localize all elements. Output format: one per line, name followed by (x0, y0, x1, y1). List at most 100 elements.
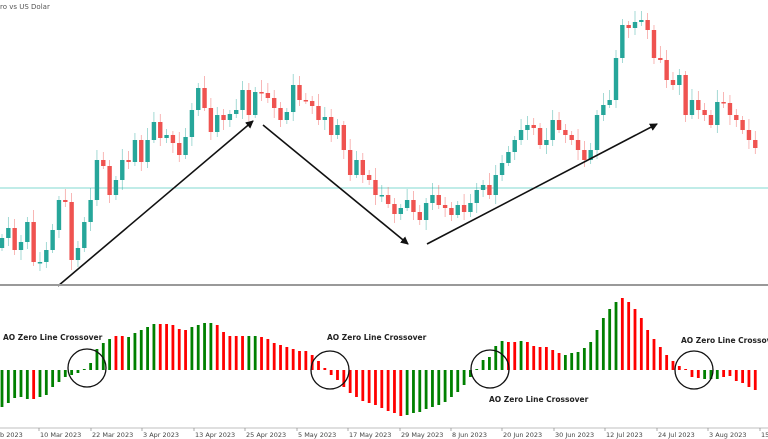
ao-bar (456, 370, 460, 392)
candle (442, 197, 448, 217)
ao-bar (361, 370, 365, 401)
candle (335, 119, 340, 139)
trend-arrows (57, 120, 658, 287)
candle (158, 114, 163, 146)
ao-bar (488, 357, 491, 370)
candle (632, 11, 638, 35)
ao-bar (317, 361, 320, 370)
ao-bar (70, 370, 74, 375)
annotation-label: AO Zero Line Crossover (327, 333, 427, 342)
candle (183, 128, 188, 159)
ao-bar (544, 347, 548, 370)
x-tick-label: 24 Jul 2023 (658, 431, 695, 439)
x-tick-label: 17 May 2023 (349, 431, 391, 439)
ao-bar (146, 327, 149, 370)
ao-bar (196, 325, 200, 370)
candle (670, 72, 676, 90)
candle (677, 69, 682, 95)
crossover-circle (310, 350, 350, 390)
ao-bar (386, 370, 390, 411)
ao-bar (304, 351, 308, 370)
candle (715, 90, 720, 133)
ao-bar (734, 370, 738, 381)
ao-bar (184, 330, 187, 370)
candle (753, 131, 758, 154)
candle (569, 131, 574, 145)
candle (512, 136, 517, 160)
crossover-circle (67, 348, 107, 388)
ao-bar (418, 370, 422, 412)
candle (132, 133, 138, 166)
ao-bar (608, 309, 612, 370)
candle (101, 152, 106, 169)
chart-title: ro vs US Dolar (0, 3, 50, 11)
candle (25, 217, 30, 249)
ao-bar (677, 366, 681, 370)
candle (145, 128, 150, 168)
pane-separator[interactable] (0, 284, 768, 286)
candle (537, 123, 543, 149)
ao-bar (431, 370, 434, 407)
candle (544, 128, 549, 154)
candle (94, 150, 100, 206)
ao-bar (158, 324, 162, 370)
ao-bar (696, 370, 700, 378)
ao-bar (633, 309, 637, 370)
candle (164, 129, 169, 143)
candle (360, 153, 366, 183)
ao-bar (298, 351, 301, 370)
candle (506, 146, 511, 166)
ao-bar (507, 342, 510, 370)
candle (278, 102, 283, 127)
candle (734, 109, 739, 127)
candle (430, 183, 435, 210)
candle (366, 170, 372, 185)
candle (727, 95, 733, 125)
ao-bar (437, 370, 441, 405)
trend-arrow (426, 123, 658, 245)
candle (69, 193, 74, 270)
candle (531, 118, 536, 135)
ao-bar (234, 336, 238, 370)
ao-bar (538, 347, 542, 370)
candle (480, 180, 486, 197)
ao-bar (513, 342, 517, 370)
ao-bar (177, 329, 181, 370)
ao-bar (424, 370, 428, 409)
candle (309, 96, 315, 114)
ao-bar (76, 370, 80, 373)
candle (373, 168, 378, 205)
candle (601, 93, 606, 121)
x-axis: b 2023 10 Mar 2023 22 Mar 2023 3 Apr 2023 13… (0, 428, 768, 439)
candle (227, 110, 233, 127)
candle (290, 74, 296, 121)
candle (702, 103, 707, 121)
candle (341, 121, 347, 159)
ao-bar (89, 363, 93, 370)
candle (620, 19, 625, 63)
candle (328, 109, 334, 142)
ao-bar (25, 370, 29, 399)
x-tick-label: 3 Apr 2023 (143, 431, 179, 439)
crossover-circle (470, 349, 510, 389)
ao-bar (589, 342, 593, 370)
ao-bar (82, 369, 86, 370)
candle (316, 94, 321, 125)
x-tick-label: 25 Apr 2023 (246, 431, 286, 439)
x-tick-label: 22 Mar 2023 (92, 431, 133, 439)
candle (322, 107, 328, 130)
ao-bar (494, 346, 498, 370)
ao-bar (405, 370, 409, 415)
candle (82, 217, 87, 252)
candle (18, 235, 24, 260)
annotation-label: AO Zero Line Crossover (681, 336, 768, 345)
ao-bar (253, 336, 257, 370)
ao-bar (63, 370, 67, 377)
ao-bar (133, 333, 137, 370)
ao-bar (639, 318, 643, 370)
ao-bar (190, 327, 194, 370)
ao-bar (367, 370, 371, 403)
candle (31, 210, 36, 266)
ao-bar (519, 341, 523, 370)
